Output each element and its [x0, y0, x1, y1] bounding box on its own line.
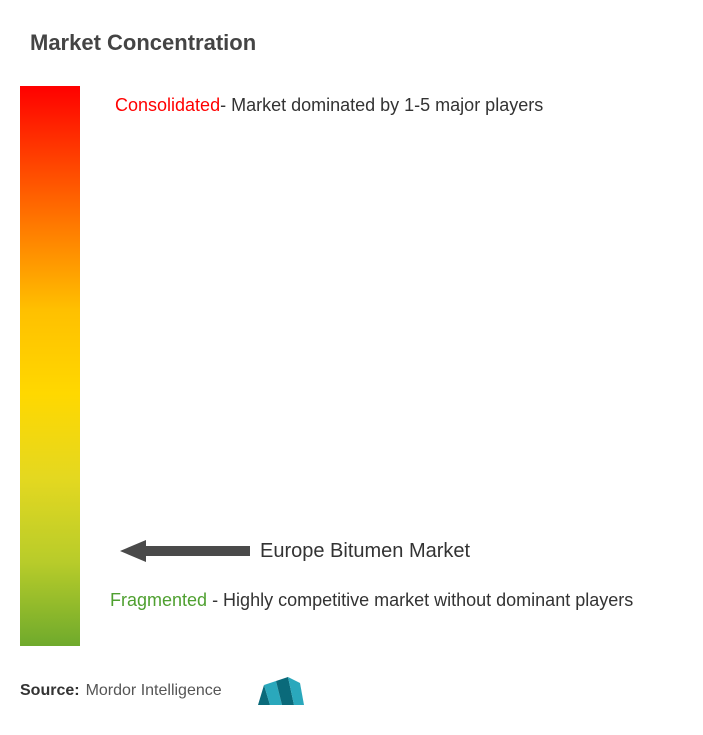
- fragmented-description: - Highly competitive market without domi…: [207, 590, 633, 610]
- market-pointer-row: Europe Bitumen Market: [120, 540, 470, 563]
- market-name-label: Europe Bitumen Market: [260, 540, 470, 563]
- consolidated-label-row: Consolidated- Market dominated by 1-5 ma…: [115, 94, 663, 117]
- page-title: Market Concentration: [30, 30, 683, 56]
- consolidated-keyword: Consolidated: [115, 95, 220, 115]
- source-value: Mordor Intelligence: [86, 682, 222, 700]
- fragmented-label-row: Fragmented - Highly competitive market w…: [110, 584, 663, 616]
- source-row: Source: Mordor Intelligence: [20, 677, 304, 705]
- source-label: Source:: [20, 682, 80, 700]
- fragmented-keyword: Fragmented: [110, 590, 207, 610]
- consolidated-description: - Market dominated by 1-5 major players: [220, 95, 543, 115]
- concentration-gradient-bar: [20, 86, 80, 646]
- mordor-logo-icon: [258, 677, 304, 705]
- arrow-left-icon: [120, 540, 250, 562]
- chart-area: Consolidated- Market dominated by 1-5 ma…: [20, 86, 683, 646]
